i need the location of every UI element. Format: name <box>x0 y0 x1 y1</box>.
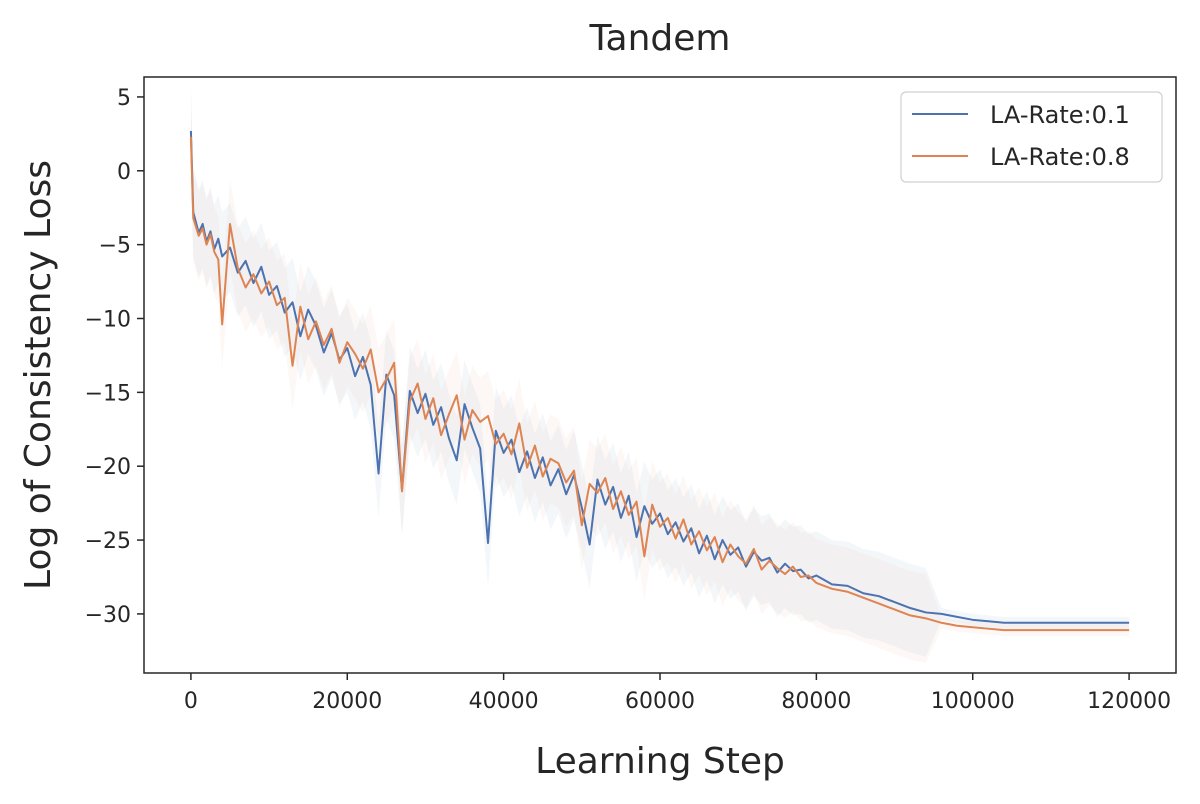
y-tick-label: −15 <box>85 381 131 406</box>
y-tick-label: −20 <box>85 455 131 480</box>
y-tick-label: −30 <box>85 603 131 628</box>
x-tick-label: 100000 <box>931 689 1015 714</box>
x-axis-label: Learning Step <box>535 741 785 782</box>
x-tick-label: 0 <box>184 689 198 714</box>
y-tick-label: −10 <box>85 308 131 333</box>
y-axis-label: Log of Consistency Loss <box>18 160 59 590</box>
legend-label-la-rate-0-8: LA-Rate:0.8 <box>990 143 1130 171</box>
chart-title: Tandem <box>589 18 731 59</box>
legend-label-la-rate-0-1: LA-Rate:0.1 <box>990 101 1130 129</box>
confidence-band-1 <box>190 92 1130 663</box>
x-tick-label: 40000 <box>469 689 539 714</box>
x-tick-label: 120000 <box>1087 689 1171 714</box>
confidence-band-0 <box>190 86 1130 657</box>
x-tick-label: 60000 <box>625 689 695 714</box>
plot-frame <box>143 76 1177 674</box>
y-tick-label: 5 <box>117 86 131 111</box>
x-tick-label: 20000 <box>312 689 382 714</box>
legend: LA-Rate:0.1 LA-Rate:0.8 <box>900 91 1163 183</box>
y-tick-label: −25 <box>85 529 131 554</box>
confidence-bands <box>190 86 1130 663</box>
series-line-la-rate-0-8 <box>189 136 1130 632</box>
y-tick-label: −5 <box>99 234 131 259</box>
y-tick-label: 0 <box>117 160 131 185</box>
x-tick-label: 80000 <box>781 689 851 714</box>
